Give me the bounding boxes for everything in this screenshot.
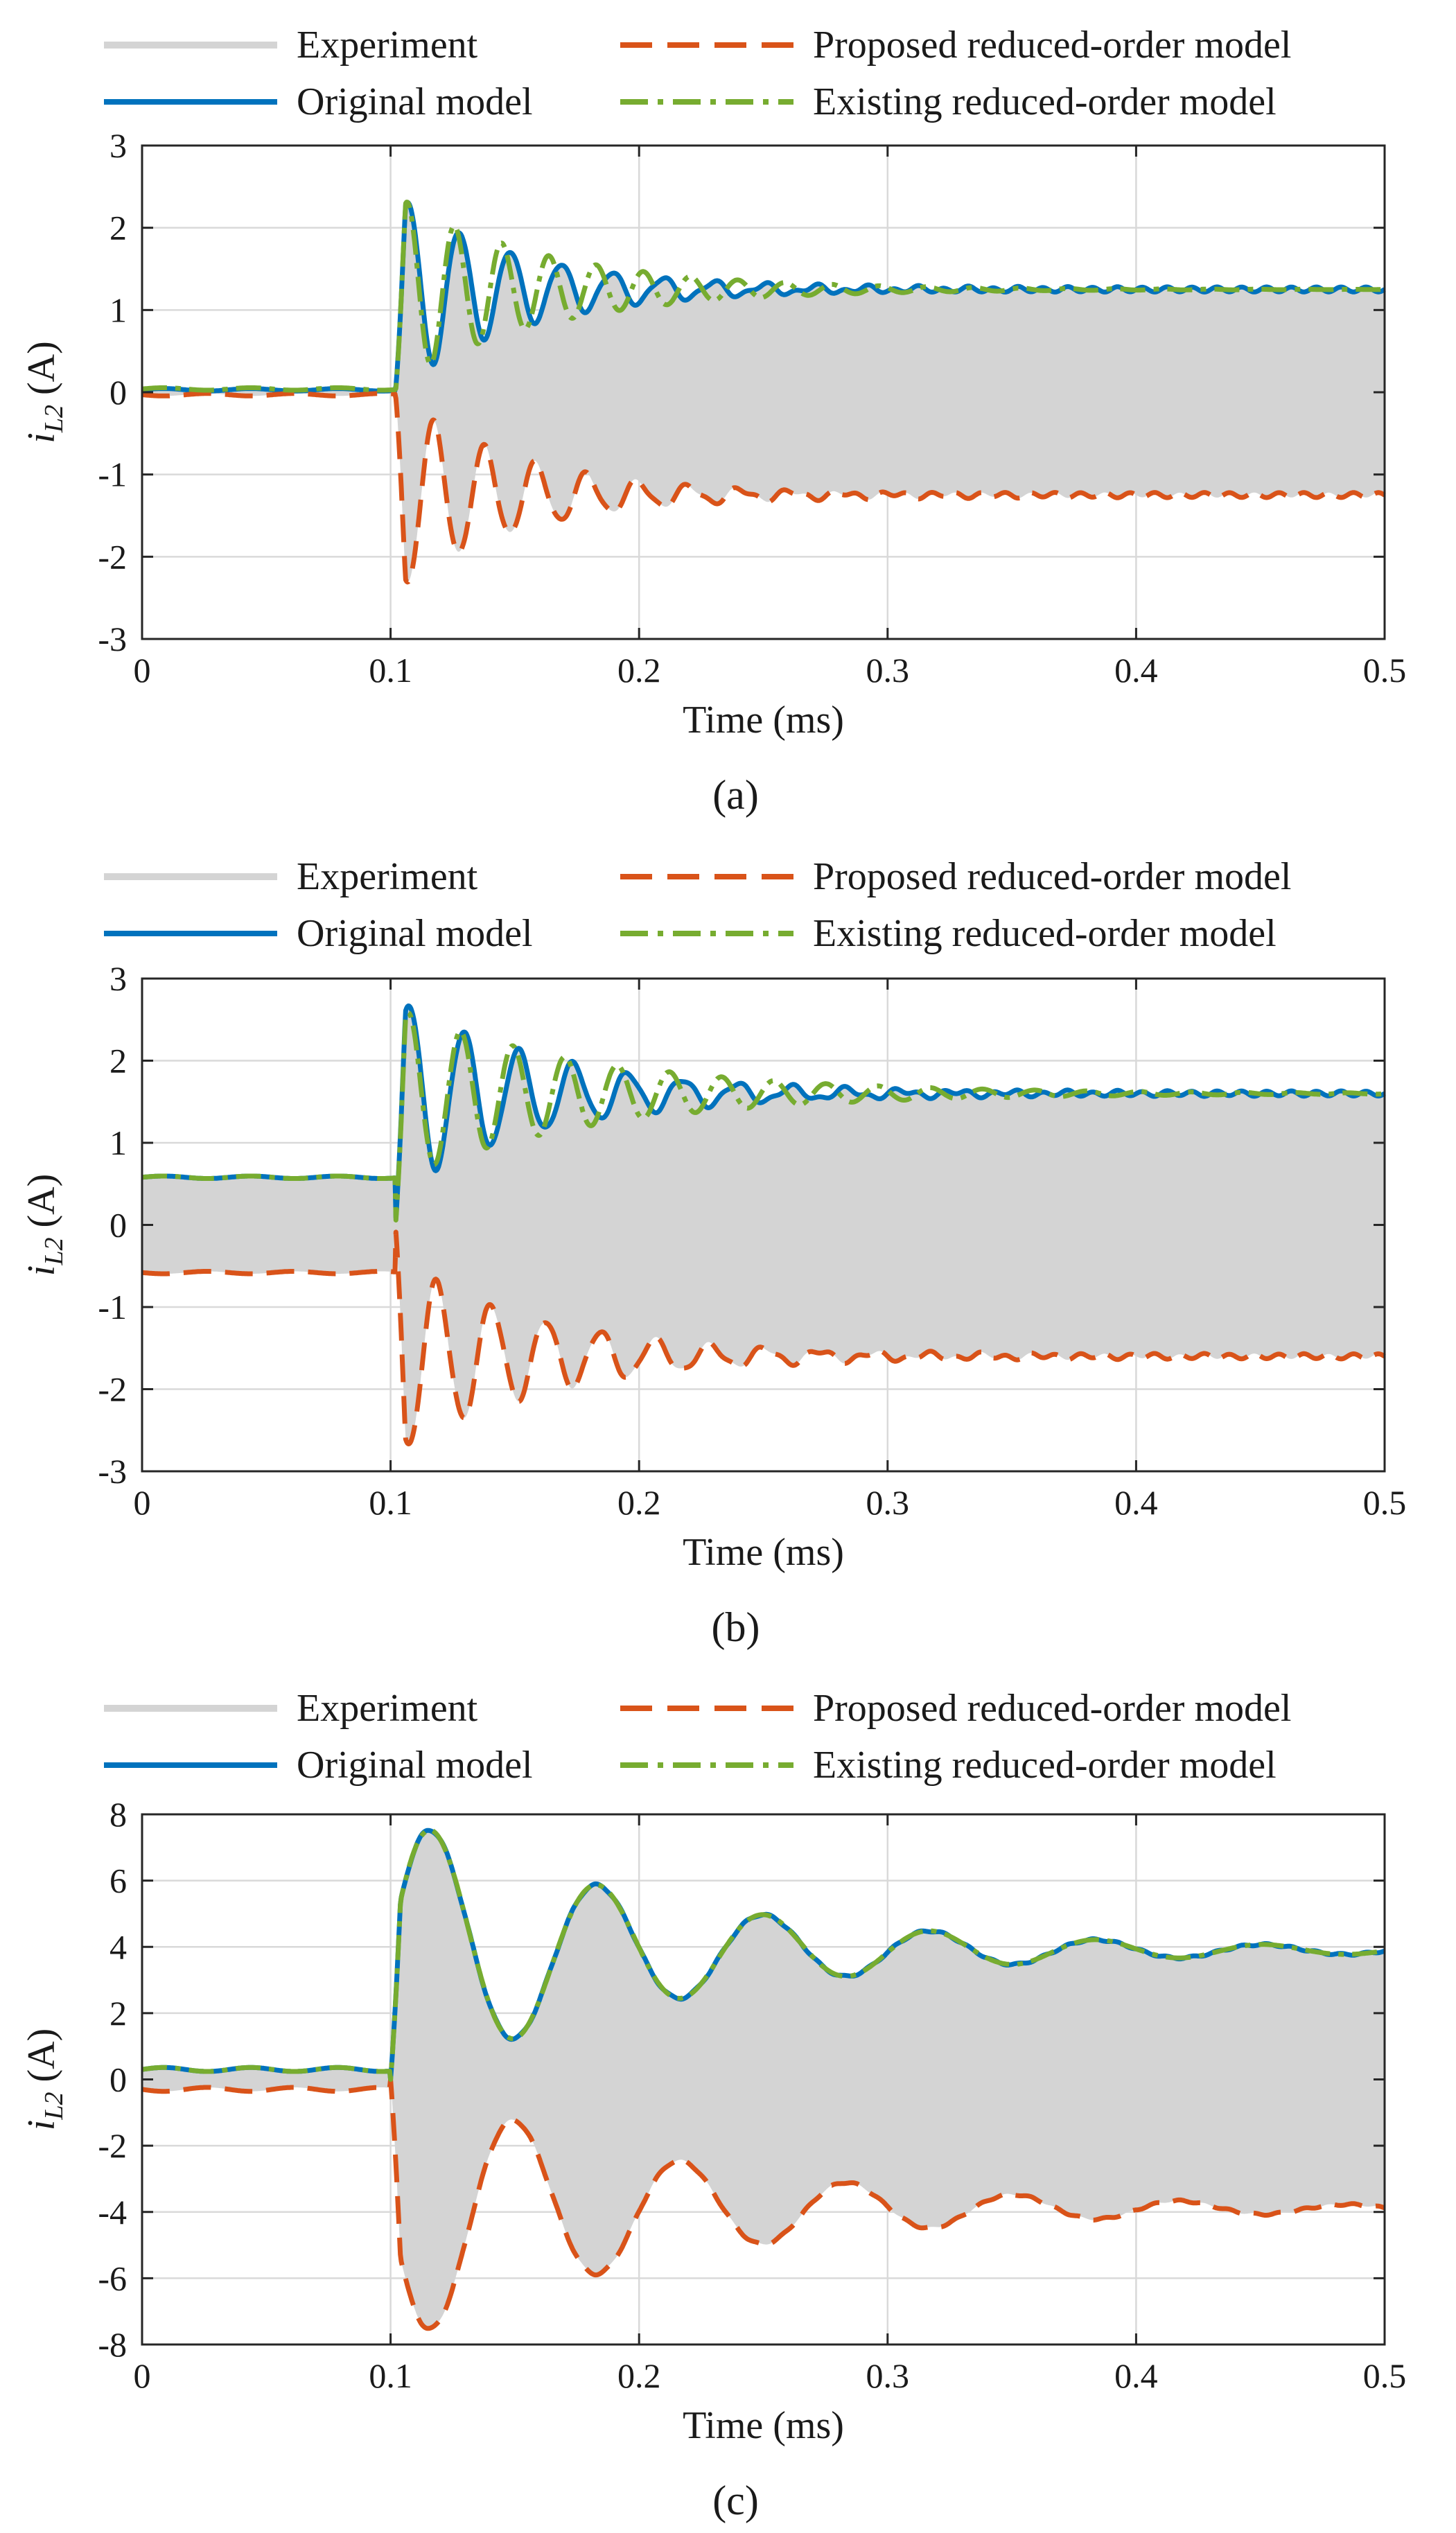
y-axis-title-subscript: L2	[40, 2092, 69, 2121]
chart-panel-a: 0 0.1 0.2 0.3 0.4 0.5 3 2 1 0 -1 -2 -3 Time (ms) iL2 (A…	[20, 126, 1406, 818]
y-tick-label: -2	[98, 1370, 127, 1409]
legend-label-experiment: Experiment	[297, 1687, 478, 1730]
legend-label-original: Original model	[297, 80, 533, 123]
y-tick-label: -1	[98, 1288, 127, 1326]
y-tick-label: -1	[98, 455, 127, 494]
panel-caption: (b)	[712, 1604, 760, 1650]
legend-label-proposed: Proposed reduced-order model	[813, 855, 1291, 898]
x-tick-label: 0.3	[866, 651, 910, 690]
series-existing-line	[140, 200, 1387, 393]
y-tick-label: 0	[109, 2060, 127, 2099]
x-axis-title: Time (ms)	[683, 699, 844, 742]
y-tick-label: 2	[109, 1994, 127, 2033]
legend-label-original: Original model	[297, 912, 533, 955]
y-tick-label: -8	[98, 2325, 127, 2364]
legend-label-experiment: Experiment	[297, 24, 478, 67]
series-existing-line	[140, 1010, 1387, 1222]
x-tick-label: 0	[134, 2356, 151, 2395]
y-axis-title: iL2 (A)	[20, 1174, 69, 1276]
x-tick-label: 0.1	[369, 651, 412, 690]
x-tick-label: 0.2	[617, 1483, 661, 1522]
y-tick-label: 6	[109, 1861, 127, 1900]
y-tick-label: 1	[109, 290, 127, 329]
x-tick-label: 0.2	[617, 2356, 661, 2395]
x-tick-label: 0.4	[1114, 2356, 1158, 2395]
x-axis-title: Time (ms)	[683, 1531, 844, 1574]
x-tick-label: 0.4	[1114, 1483, 1158, 1522]
chart-panel-b: 0 0.1 0.2 0.3 0.4 0.5 3 2 1 0 -1 -2 -3 Time (ms) iL2 (A…	[20, 959, 1406, 1650]
x-tick-label: 0.2	[617, 651, 661, 690]
legend: Experiment Original model Proposed reduced…	[104, 855, 1291, 955]
y-tick-label: 2	[109, 209, 127, 247]
legend-label-existing: Existing reduced-order model	[813, 80, 1277, 123]
x-tick-label: 0.5	[1363, 651, 1407, 690]
x-tick-label: 0	[134, 651, 151, 690]
y-tick-label: 0	[109, 373, 127, 412]
y-tick-label: 4	[109, 1927, 127, 1966]
x-axis-title: Time (ms)	[683, 2404, 844, 2447]
series-proposed-line	[140, 2077, 1387, 2331]
y-axis-title-symbol: i	[20, 2120, 63, 2131]
legend-label-proposed: Proposed reduced-order model	[813, 1687, 1291, 1730]
y-tick-label: -6	[98, 2259, 127, 2297]
y-axis-title: iL2 (A)	[20, 341, 69, 443]
x-tick-label: 0.5	[1363, 1483, 1407, 1522]
series-experiment-band	[142, 202, 1385, 582]
legend-label-original: Original model	[297, 1744, 533, 1787]
panel-caption: (c)	[712, 2478, 759, 2523]
y-axis-title: iL2 (A)	[20, 2028, 69, 2130]
x-tick-label: 0.3	[866, 2356, 910, 2395]
y-tick-label: -3	[98, 620, 127, 658]
y-tick-label: -4	[98, 2193, 127, 2232]
x-tick-label: 0	[134, 1483, 151, 1522]
y-axis-title-subscript: L2	[40, 1238, 69, 1266]
x-tick-label: 0.1	[369, 1483, 412, 1522]
legend-label-existing: Existing reduced-order model	[813, 1744, 1277, 1787]
legend: Experiment Original model Proposed reduced…	[104, 1687, 1291, 1787]
y-tick-label: -2	[98, 537, 127, 576]
y-tick-label: 3	[109, 126, 127, 165]
y-tick-label: 3	[109, 959, 127, 998]
y-axis-title-symbol: i	[20, 1265, 63, 1277]
y-tick-label: -3	[98, 1452, 127, 1491]
legend-label-proposed: Proposed reduced-order model	[813, 24, 1291, 67]
x-tick-label: 0.1	[369, 2356, 412, 2395]
legend-label-existing: Existing reduced-order model	[813, 912, 1277, 955]
y-tick-label: 1	[109, 1123, 127, 1162]
y-axis-title-unit: (A)	[20, 2028, 63, 2083]
chart-panel-c: 0 0.1 0.2 0.3 0.4 0.5 8 6 4 2 0 -2 -4 -6 -8 Time (ms) iL…	[20, 1795, 1406, 2523]
x-tick-label: 0.4	[1114, 651, 1158, 690]
y-tick-label: 2	[109, 1042, 127, 1080]
panel-caption: (a)	[712, 772, 759, 818]
x-tick-label: 0.3	[866, 1483, 910, 1522]
series-experiment-band	[142, 1006, 1385, 1444]
y-axis-title-subscript: L2	[40, 405, 69, 433]
y-tick-label: -2	[98, 2126, 127, 2165]
y-axis-title-symbol: i	[20, 432, 63, 444]
y-tick-label: 0	[109, 1206, 127, 1245]
y-axis-title-unit: (A)	[20, 1174, 63, 1228]
legend-label-experiment: Experiment	[297, 855, 478, 898]
x-tick-label: 0.5	[1363, 2356, 1407, 2395]
y-tick-label: 8	[109, 1795, 127, 1834]
series-existing-line	[140, 1828, 1387, 2082]
series-experiment-band	[142, 1830, 1385, 2329]
legend: Experiment Original model Proposed reduced…	[104, 24, 1291, 123]
y-axis-title-unit: (A)	[20, 341, 63, 395]
